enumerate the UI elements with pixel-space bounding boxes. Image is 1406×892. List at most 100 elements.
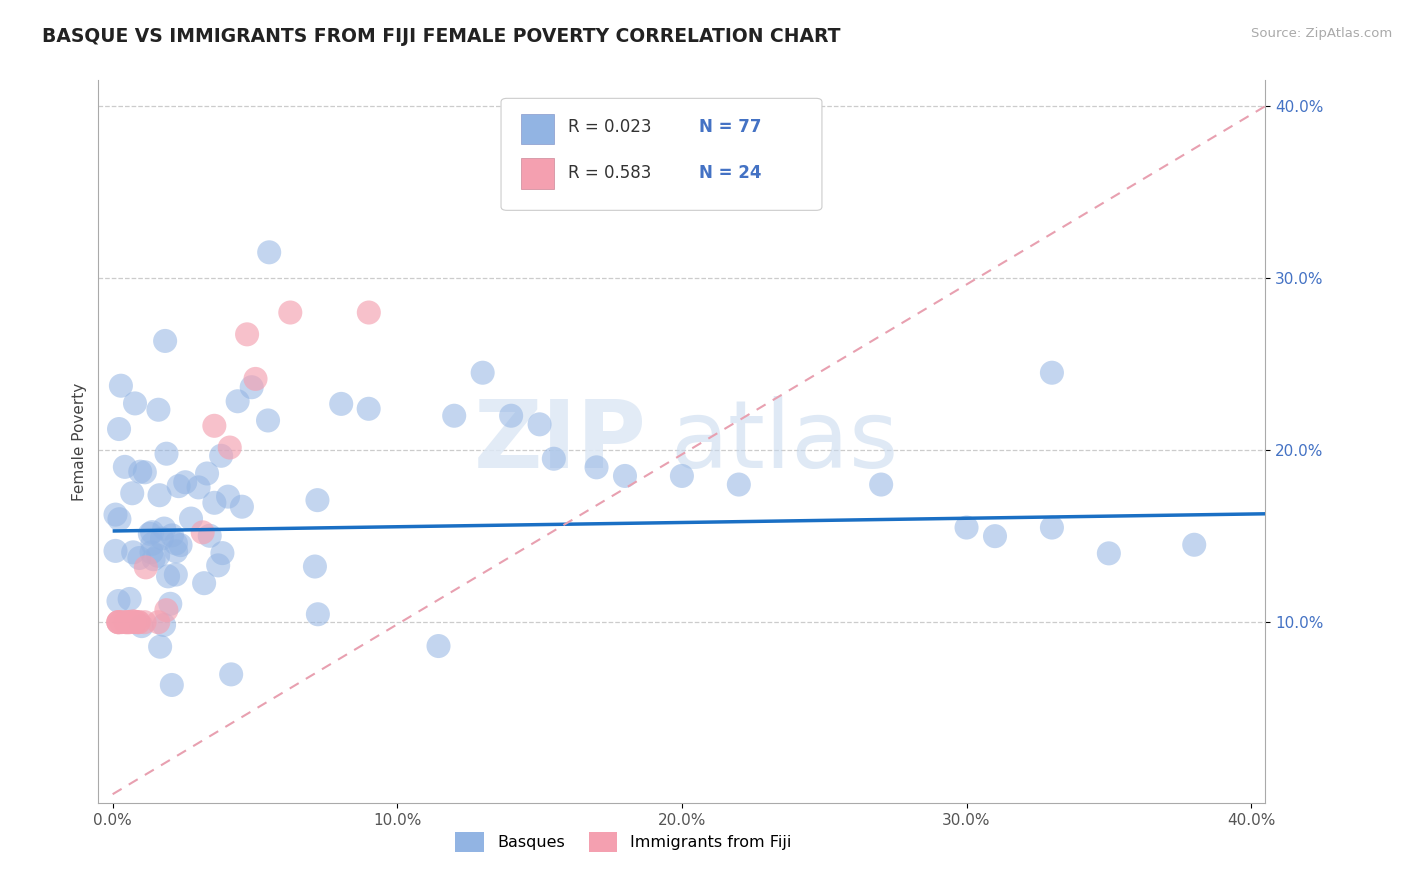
Point bbox=[195, 467, 218, 481]
Point bbox=[427, 639, 450, 653]
Point bbox=[115, 615, 138, 630]
Point bbox=[955, 520, 977, 534]
Point bbox=[142, 552, 165, 566]
Text: atlas: atlas bbox=[671, 395, 898, 488]
Point bbox=[148, 615, 170, 630]
Point bbox=[257, 245, 280, 260]
Point bbox=[1182, 538, 1205, 552]
FancyBboxPatch shape bbox=[520, 158, 554, 189]
Text: R = 0.023: R = 0.023 bbox=[568, 119, 651, 136]
Point bbox=[217, 490, 239, 504]
Point bbox=[114, 615, 136, 630]
Point bbox=[110, 378, 132, 392]
Point bbox=[614, 469, 637, 483]
Y-axis label: Female Poverty: Female Poverty bbox=[72, 383, 87, 500]
Point bbox=[165, 536, 187, 550]
Point bbox=[128, 615, 150, 630]
Point bbox=[129, 465, 152, 479]
Point bbox=[226, 394, 249, 409]
Point bbox=[134, 615, 156, 630]
Point bbox=[984, 529, 1007, 543]
Point bbox=[1040, 520, 1063, 534]
Point bbox=[153, 618, 176, 632]
Text: N = 24: N = 24 bbox=[699, 164, 762, 182]
Point bbox=[121, 486, 143, 500]
Point bbox=[122, 545, 145, 559]
Point bbox=[240, 380, 263, 394]
Point bbox=[193, 576, 215, 591]
Point bbox=[357, 305, 380, 319]
Point bbox=[443, 409, 465, 423]
Point bbox=[155, 447, 177, 461]
Point bbox=[108, 512, 131, 526]
Point bbox=[114, 459, 136, 474]
Point bbox=[107, 615, 129, 630]
Point bbox=[157, 569, 180, 583]
Point bbox=[245, 372, 267, 386]
Point bbox=[211, 546, 233, 560]
Point bbox=[139, 526, 162, 541]
Point bbox=[191, 525, 214, 540]
Text: Source: ZipAtlas.com: Source: ZipAtlas.com bbox=[1251, 27, 1392, 40]
Point bbox=[135, 560, 157, 574]
Point bbox=[128, 551, 150, 566]
Point bbox=[107, 615, 129, 630]
Point bbox=[153, 334, 176, 348]
Point bbox=[153, 522, 176, 536]
Point bbox=[330, 397, 353, 411]
Point bbox=[727, 477, 749, 491]
Point bbox=[501, 409, 523, 423]
Point bbox=[104, 508, 127, 522]
Point bbox=[1040, 366, 1063, 380]
Text: BASQUE VS IMMIGRANTS FROM FIJI FEMALE POVERTY CORRELATION CHART: BASQUE VS IMMIGRANTS FROM FIJI FEMALE PO… bbox=[42, 27, 841, 45]
Point bbox=[180, 511, 202, 525]
Point bbox=[169, 538, 191, 552]
Point bbox=[307, 607, 329, 622]
Point bbox=[134, 465, 156, 479]
Point bbox=[174, 475, 197, 490]
Point bbox=[529, 417, 551, 432]
Point bbox=[131, 619, 153, 633]
Point bbox=[471, 366, 494, 380]
Point bbox=[107, 594, 129, 608]
Point bbox=[107, 615, 129, 630]
Point bbox=[141, 525, 163, 540]
Point bbox=[122, 615, 145, 629]
Text: ZIP: ZIP bbox=[474, 395, 647, 488]
Point bbox=[104, 544, 127, 558]
Point bbox=[357, 401, 380, 416]
Point bbox=[1098, 546, 1121, 560]
Point bbox=[671, 469, 693, 483]
Point bbox=[236, 327, 259, 342]
Point bbox=[198, 529, 221, 543]
Point bbox=[870, 477, 893, 491]
Point bbox=[219, 667, 242, 681]
Point bbox=[124, 396, 146, 410]
Point bbox=[209, 449, 232, 463]
FancyBboxPatch shape bbox=[501, 98, 823, 211]
Point bbox=[585, 460, 607, 475]
Point bbox=[167, 479, 190, 493]
Point bbox=[207, 558, 229, 573]
Point bbox=[110, 615, 132, 630]
Point bbox=[165, 544, 187, 558]
Point bbox=[146, 549, 169, 563]
Point bbox=[124, 615, 146, 629]
Point bbox=[124, 615, 146, 630]
Point bbox=[257, 413, 280, 427]
Text: R = 0.583: R = 0.583 bbox=[568, 164, 651, 182]
Point bbox=[304, 559, 326, 574]
Point bbox=[160, 528, 183, 542]
Point bbox=[218, 441, 240, 455]
Point bbox=[117, 615, 139, 630]
Point bbox=[202, 418, 225, 433]
Text: N = 77: N = 77 bbox=[699, 119, 762, 136]
Point bbox=[159, 597, 181, 611]
Point bbox=[231, 500, 253, 514]
Point bbox=[108, 422, 131, 436]
Point bbox=[118, 615, 141, 630]
Point bbox=[307, 493, 329, 508]
Point bbox=[141, 537, 163, 551]
FancyBboxPatch shape bbox=[520, 113, 554, 144]
Point bbox=[149, 640, 172, 654]
